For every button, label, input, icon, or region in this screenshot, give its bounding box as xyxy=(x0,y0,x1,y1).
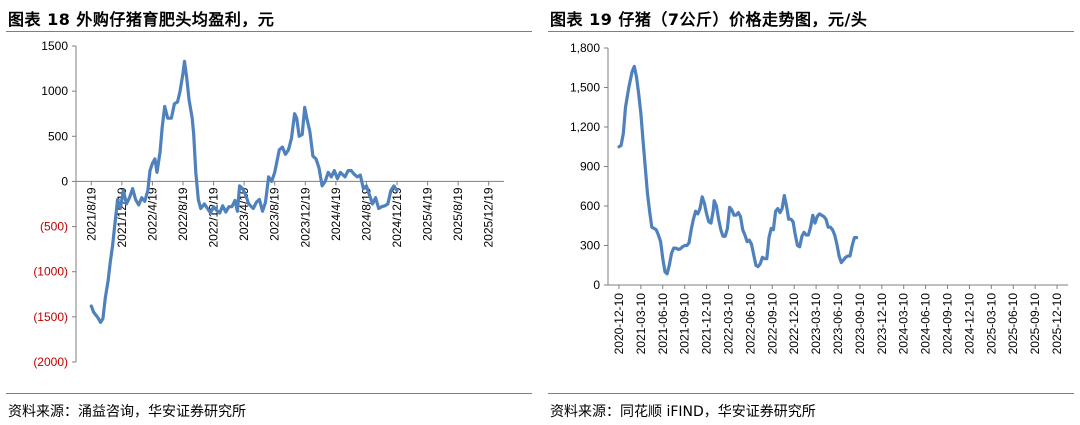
y-tick-label: (500) xyxy=(40,220,68,234)
x-tick-label: 2022/8/19 xyxy=(176,187,190,241)
chart-title: 图表 18 外购仔猪育肥头均盈利，元 xyxy=(8,10,275,29)
y-tick-label: 1000 xyxy=(41,84,68,98)
profit-line-chart: 1500 1000 500 0 (500) (1000) (1500) (2000) 2021/… xyxy=(33,39,504,369)
right-chart-panel: 图表 19 仔猪（7公斤）价格走势图，元/头 0 300 600 900 1,200 1,… xyxy=(542,0,1080,425)
x-tick-label: 2021-06-10 xyxy=(656,293,670,355)
title-rule xyxy=(6,31,532,32)
x-tick-label: 2024/4/19 xyxy=(329,187,343,241)
y-tick-label: 300 xyxy=(580,239,600,253)
x-tick-label: 2024-06-10 xyxy=(919,293,933,355)
y-tick-label: 500 xyxy=(48,129,68,143)
x-tick-label: 2021-09-10 xyxy=(678,293,692,355)
y-tick-label: 600 xyxy=(580,199,600,213)
chart-title: 图表 19 仔猪（7公斤）价格走势图，元/头 xyxy=(550,10,868,29)
y-tick-label: (2000) xyxy=(33,355,68,369)
x-tick-label: 2025/12/19 xyxy=(482,187,496,247)
y-tick-label: 1,800 xyxy=(570,41,600,55)
x-tick-label: 2025-06-10 xyxy=(1006,293,1020,355)
x-tick-label: 2024/8/19 xyxy=(359,187,373,241)
source-rule xyxy=(6,393,532,394)
x-tick-label: 2023-09-10 xyxy=(853,293,867,355)
y-tick-label: 0 xyxy=(593,278,600,292)
x-tick-label: 2022-03-10 xyxy=(721,293,735,355)
x-tick-label: 2023/12/19 xyxy=(298,187,312,247)
y-tick-label: 1,200 xyxy=(570,120,600,134)
piglet-price-line-chart: 0 300 600 900 1,200 1,500 1,800 2020-12-10 2021-… xyxy=(570,41,1068,355)
y-tick-label: (1000) xyxy=(33,265,68,279)
x-tick-label: 2025-09-10 xyxy=(1028,293,1042,355)
x-tick-label: 2023-12-10 xyxy=(875,293,889,355)
x-tick-label: 2021/8/19 xyxy=(84,187,98,241)
source-rule xyxy=(548,393,1074,394)
x-tick-label: 2022/12/19 xyxy=(207,187,221,247)
x-tick-label: 2022-09-10 xyxy=(765,293,779,355)
x-tick-label: 2024-09-10 xyxy=(941,293,955,355)
y-tick-label: (1500) xyxy=(33,310,68,324)
x-tick-label: 2025-12-10 xyxy=(1050,293,1064,355)
x-tick-label: 2022-12-10 xyxy=(787,293,801,355)
profit-series-line xyxy=(89,59,399,324)
x-tick-label: 2023/8/19 xyxy=(268,187,282,241)
x-tick-label: 2025-03-10 xyxy=(984,293,998,355)
x-tick-label: 2025/8/19 xyxy=(451,187,465,241)
y-tick-label: 900 xyxy=(580,160,600,174)
y-tick-label: 1,500 xyxy=(570,81,600,95)
y-tick-label: 0 xyxy=(61,174,68,188)
x-tick-label: 2024-03-10 xyxy=(897,293,911,355)
source-note: 资料来源：同花顺 iFIND，华安证券研究所 xyxy=(550,404,816,420)
x-tick-label: 2021-03-10 xyxy=(634,293,648,355)
x-tick-label: 2025/4/19 xyxy=(421,187,435,241)
source-note: 资料来源：涌益咨询，华安证券研究所 xyxy=(8,404,246,420)
x-tick-label: 2022-06-10 xyxy=(743,293,757,355)
x-tick-label: 2023-06-10 xyxy=(831,293,845,355)
x-tick-label: 2020-12-10 xyxy=(612,293,626,355)
price-series-line xyxy=(617,64,859,276)
left-chart-panel: 图表 18 外购仔猪育肥头均盈利，元 1500 1000 500 0 (500) (100… xyxy=(0,0,538,425)
x-tick-label: 2023-03-10 xyxy=(809,293,823,355)
y-tick-label: 1500 xyxy=(41,39,68,53)
x-tick-label: 2021-12-10 xyxy=(700,293,714,355)
x-tick-label: 2022/4/19 xyxy=(145,187,159,241)
x-tick-label: 2024/12/19 xyxy=(390,187,404,247)
x-tick-label: 2024-12-10 xyxy=(962,293,976,355)
title-rule xyxy=(548,31,1074,32)
